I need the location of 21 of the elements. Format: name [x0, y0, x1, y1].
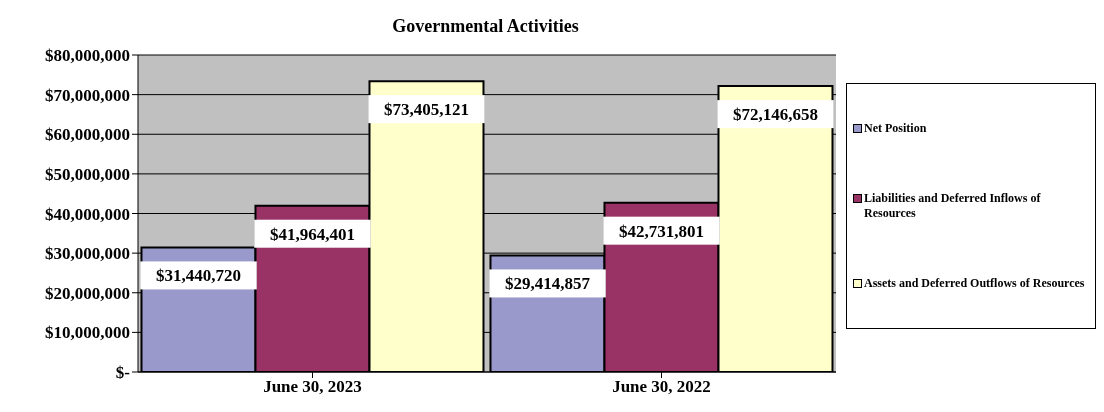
y-tick-label: $10,000,000 [45, 323, 130, 343]
data-label: $31,440,720 [155, 266, 241, 286]
legend-label: Assets and Deferred Outflows of Resources [864, 275, 1085, 291]
y-tick-label: $50,000,000 [45, 164, 130, 184]
y-tick-label: $30,000,000 [45, 244, 130, 264]
y-tick-label: $70,000,000 [45, 85, 130, 105]
data-label: $29,414,857 [504, 274, 591, 294]
legend-label: Liabilities and Deferred Inflows of Resources [864, 190, 1042, 221]
data-label: $41,964,401 [269, 224, 355, 244]
chart-title: Governmental Activities [391, 16, 580, 37]
y-tick-label: $80,000,000 [45, 46, 130, 66]
legend-label: Net Position [864, 121, 927, 137]
y-tick-label: $60,000,000 [45, 125, 130, 145]
y-tick-label: $- [115, 363, 131, 383]
data-label: $73,405,121 [383, 100, 469, 120]
x-tick-label: June 30, 2023 [263, 377, 362, 397]
y-tick-label: $20,000,000 [45, 283, 130, 303]
data-label: $42,731,801 [618, 221, 704, 241]
data-label: $72,146,658 [732, 105, 818, 125]
y-tick-label: $40,000,000 [45, 204, 130, 224]
x-tick-label: June 30, 2022 [612, 377, 711, 397]
